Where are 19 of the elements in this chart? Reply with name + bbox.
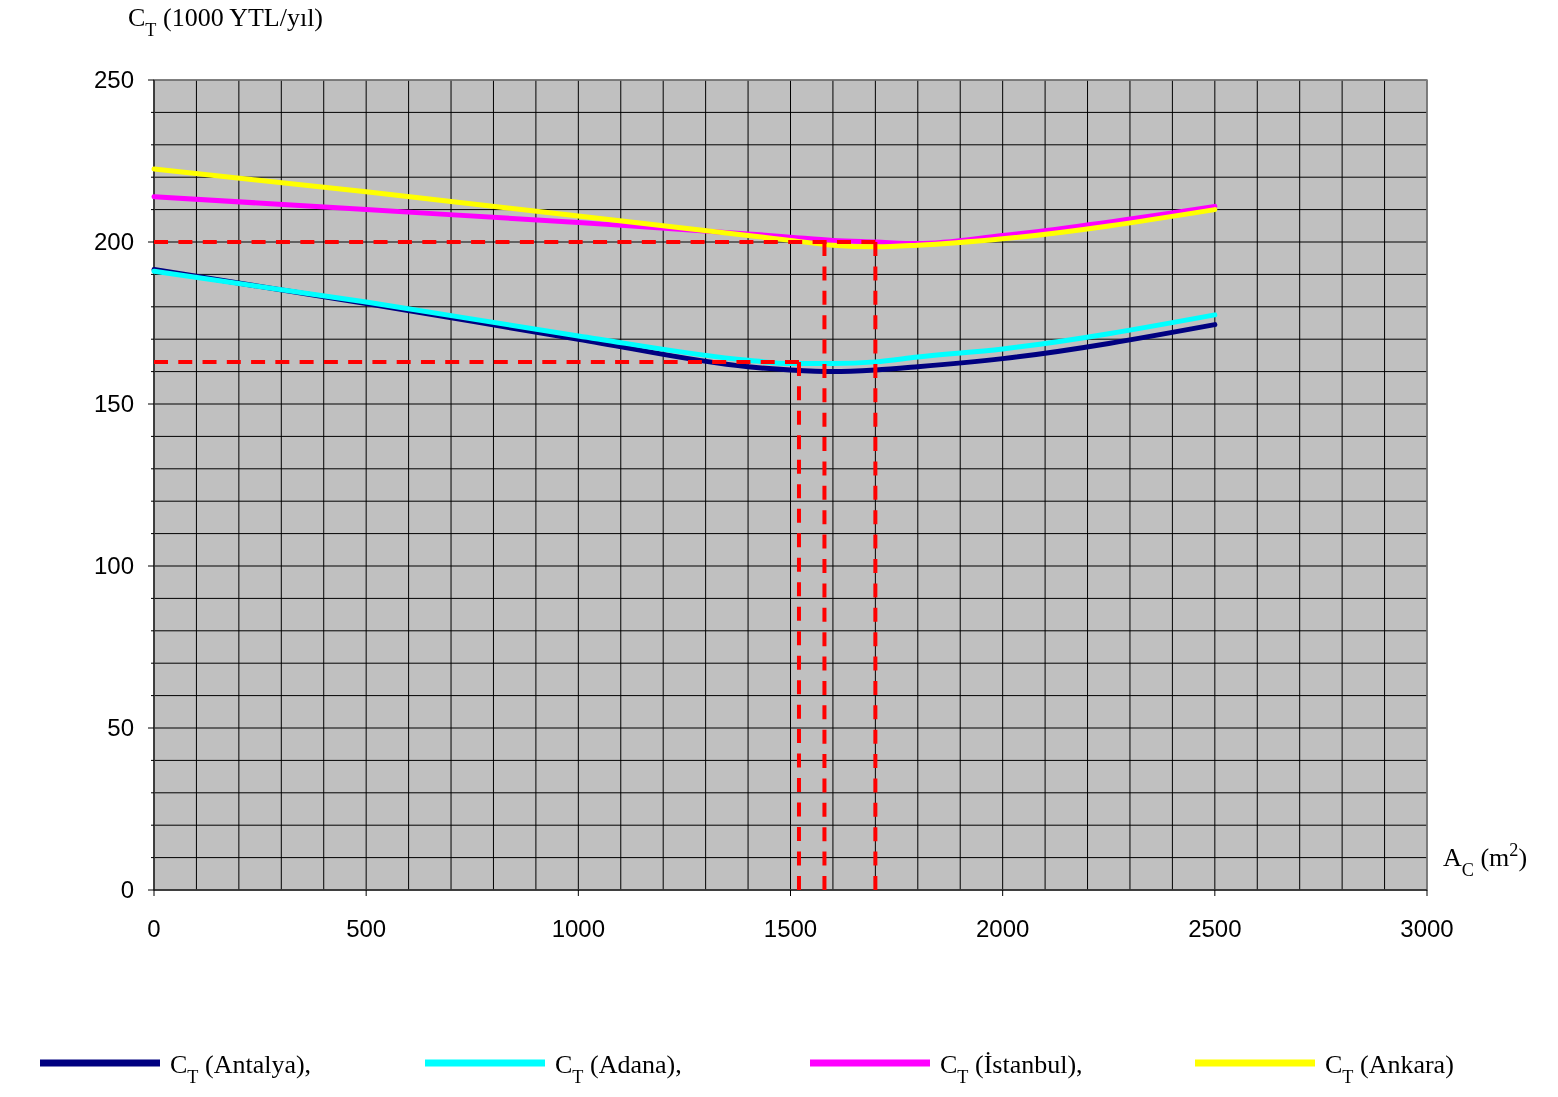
y-tick-label: 250 <box>93 66 134 93</box>
x-tick-label: 1000 <box>551 915 606 942</box>
legend-label: C$_{T}$ (Adana), <box>555 1050 682 1087</box>
y-tick-label: 50 <box>107 714 134 741</box>
x-tick-label: 2500 <box>1188 915 1242 942</box>
y-tick-label: 0 <box>120 876 134 903</box>
legend-label: C$_{T}$ (Antalya), <box>170 1050 312 1087</box>
legend-label: C$_{T}$ (İstanbul), <box>940 1050 1083 1087</box>
x-tick-label: 0 <box>147 915 161 942</box>
x-tick-label: 3000 <box>1400 915 1454 942</box>
legend-label: C$_{T}$ (Ankara) <box>1325 1050 1454 1087</box>
x-axis-title: A$_{C}$ (m$^{2}$) <box>1443 840 1528 880</box>
x-tick-label: 1500 <box>763 915 818 942</box>
y-tick-label: 100 <box>93 552 134 579</box>
y-tick-label: 150 <box>93 390 134 417</box>
x-tick-label: 500 <box>346 915 387 942</box>
y-tick-label: 200 <box>93 228 134 255</box>
x-tick-label: 2000 <box>975 915 1030 942</box>
y-axis-title: C$_{T}$ (1000 YTL/yıl) <box>128 3 324 40</box>
